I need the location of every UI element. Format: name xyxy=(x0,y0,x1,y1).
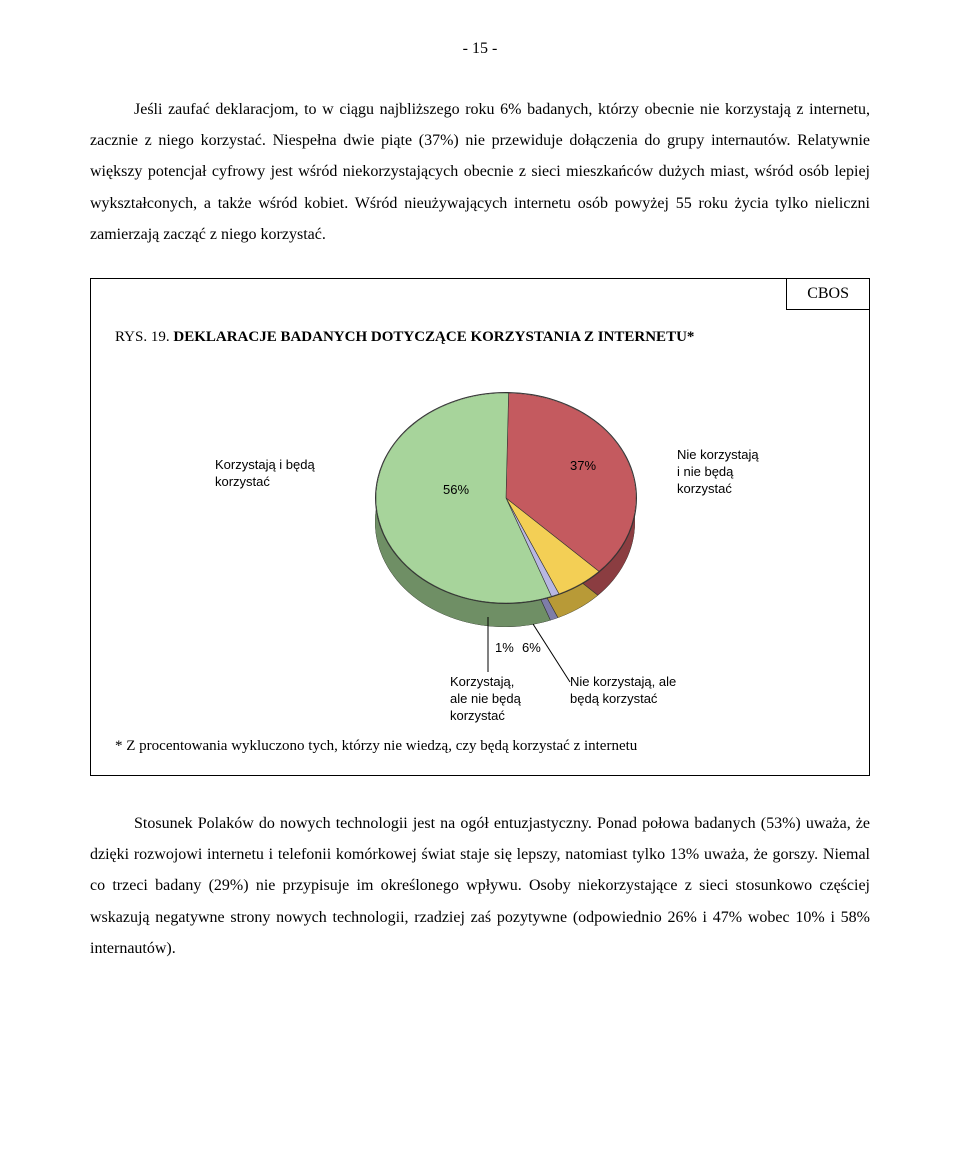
figure-heading: RYS. 19. DEKLARACJE BADANYCH DOTYCZĄCE K… xyxy=(115,329,845,346)
paragraph-bottom: Stosunek Polaków do nowych technologii j… xyxy=(90,808,870,964)
leader-lines xyxy=(115,362,815,732)
pie-chart: 56% 37% 6% 1% Korzystają i będą korzysta… xyxy=(115,362,845,732)
cbos-badge: CBOS xyxy=(786,278,870,310)
figure-footnote: * Z procentowania wykluczono tych, którz… xyxy=(115,738,845,755)
figure-box: CBOS RYS. 19. DEKLARACJE BADANYCH DOTYCZ… xyxy=(90,278,870,776)
page: - 15 - Jeśli zaufać deklaracjom, to w ci… xyxy=(0,0,960,1032)
figure-title: DEKLARACJE BADANYCH DOTYCZĄCE KORZYSTANI… xyxy=(173,329,694,345)
paragraph-top: Jeśli zaufać deklaracjom, to w ciągu naj… xyxy=(90,94,870,250)
figure-label: RYS. 19. xyxy=(115,329,170,345)
page-number: - 15 - xyxy=(90,40,870,58)
